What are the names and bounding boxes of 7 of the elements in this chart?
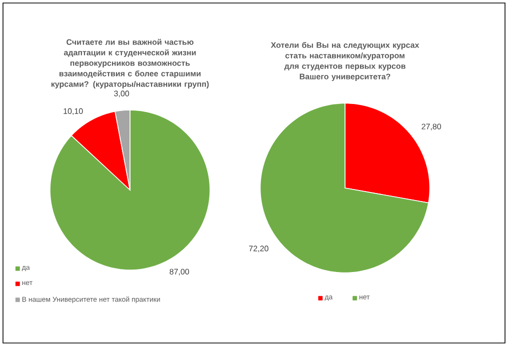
data-label: 72,20 (249, 246, 268, 252)
data-label: 3,00 (114, 90, 130, 98)
chart-title: Хотели бы Вы на следующих курсах стать наставником/куратором для студентов первых курсов Вашего университета? (270, 42, 420, 81)
data-label: 87,00 (170, 268, 190, 276)
data-label: 27,80 (422, 124, 442, 130)
chart-title: Считаете ли вы важной частью адаптации к студенческой жизни первокурсников возможность взаимодействия с более старшими курсами? (кураторы/наставники групп) (51, 38, 209, 88)
data-label: 10,10 (64, 108, 83, 115)
